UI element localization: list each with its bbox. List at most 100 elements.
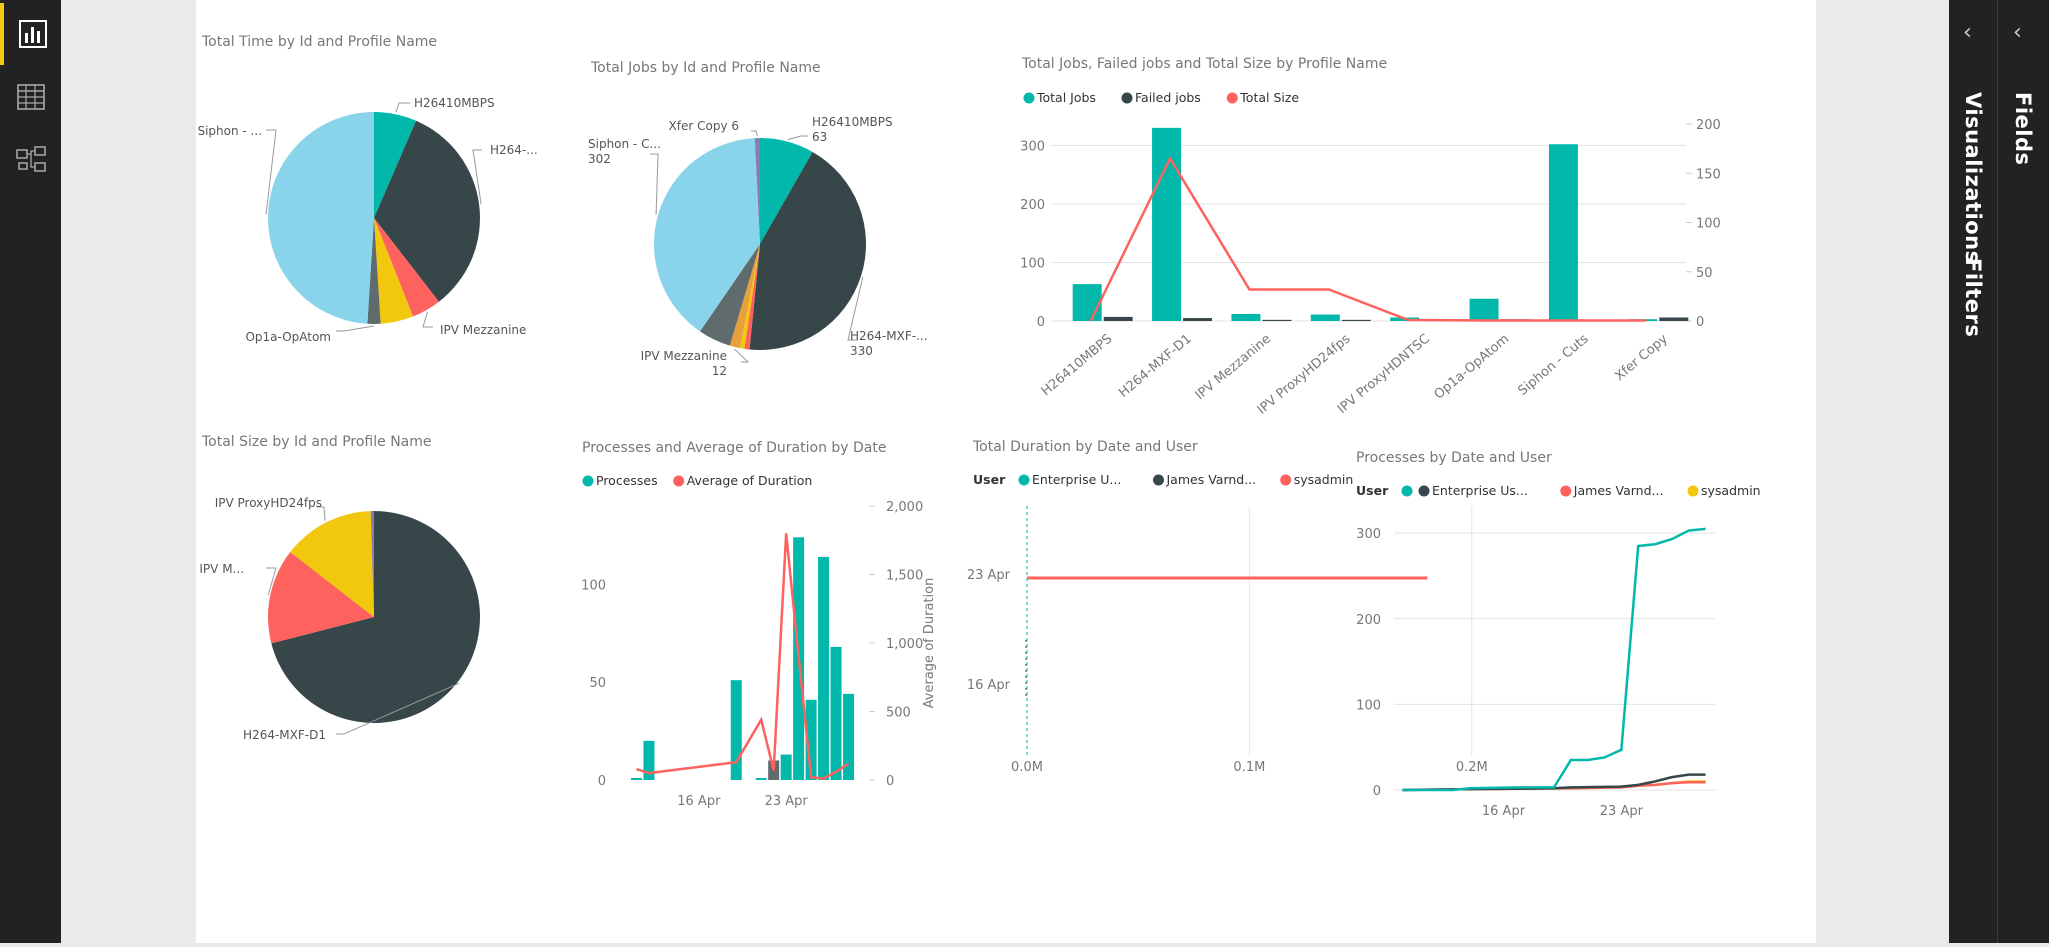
slice-value-label: 330 (850, 344, 873, 358)
bar (805, 699, 817, 780)
legend-marker (1121, 92, 1133, 104)
series-line (636, 533, 850, 780)
legend-label: James Varnd... (1573, 483, 1664, 498)
x-tick-label: H264-MXF-D1 (1116, 332, 1194, 401)
legend-marker (1023, 92, 1035, 104)
y-tick-label: 0 (1373, 784, 1381, 799)
pie-slice (370, 511, 374, 617)
bar (1103, 316, 1133, 321)
x-tick-label: 0.2M (1456, 760, 1488, 775)
visuals-layer: Total Time by Id and Profile Name H26410M… (197, 34, 1761, 819)
y2-tick-label: 1,500 (886, 569, 923, 584)
x-tick-label: 16 Apr (1482, 804, 1526, 819)
bar (1072, 284, 1102, 321)
leader-line (751, 130, 758, 137)
chart-duration-by-user: Total Duration by Date and User User Enter… (967, 439, 1488, 775)
pie-slice (290, 511, 374, 617)
y2-tick-label: 2,000 (886, 500, 923, 515)
bar (843, 693, 855, 780)
y-tick-label: 300 (1020, 139, 1045, 154)
chart-title: Total Jobs, Failed jobs and Total Size b… (1021, 56, 1387, 72)
chevron-left-icon[interactable]: ‹ (1963, 20, 1972, 45)
slice-label: Siphon - C... (588, 137, 661, 151)
bar (818, 556, 830, 780)
slice-value-label: 63 (812, 130, 827, 144)
y2-tick-label: 0 (886, 774, 894, 789)
pie-slice (268, 112, 374, 324)
right-panes: ‹ Visualizations Filters ‹ Fields (1949, 0, 2049, 943)
fields-label[interactable]: Fields (2011, 92, 2035, 166)
legend-title: User (973, 472, 1006, 487)
bar (755, 778, 767, 780)
slice-label: Op1a-OpAtom (245, 330, 331, 344)
pie-slice (729, 244, 760, 349)
pie-slice (374, 218, 414, 324)
visualizations-pane[interactable]: ‹ Visualizations Filters (1949, 0, 1998, 943)
chart-jobs-size-combo: Total Jobs, Failed jobs and Total Size b… (1020, 56, 1721, 418)
leader-line (266, 567, 277, 596)
chevron-left-icon[interactable]: ‹ (2013, 20, 2022, 45)
y-tick-label: 0 (598, 774, 606, 789)
legend-label: Enterprise U... (1032, 472, 1121, 487)
bar (1262, 319, 1292, 321)
x-tick-label: Xfer Copy (1612, 331, 1671, 384)
x-tick-label: 0.1M (1233, 760, 1265, 775)
relationships-view-button[interactable] (0, 129, 61, 191)
slice-label: Siphon - ... (197, 124, 262, 138)
bar (630, 778, 642, 780)
y2-tick-label: 500 (886, 706, 911, 721)
slice-value-label: 12 (712, 364, 727, 378)
slice-label: H26410MBPS (812, 115, 893, 129)
bar (730, 680, 742, 780)
legend-marker (1153, 474, 1164, 486)
y2-tick-label: 150 (1696, 167, 1721, 182)
slice-label: IPV M... (199, 562, 244, 576)
chart-processes-duration-combo: Processes and Average of Duration by Dat… (581, 440, 937, 809)
series-line (1402, 527, 1706, 792)
pie-slice (749, 151, 866, 350)
x-tick-label: 23 Apr (1600, 804, 1644, 819)
pie-slice (271, 511, 480, 724)
y-tick-label: 200 (1356, 613, 1381, 628)
bar (1341, 319, 1371, 321)
y2-tick-label: 100 (1696, 217, 1721, 232)
report-view-button[interactable] (0, 3, 61, 65)
bar (780, 754, 792, 780)
leader-line (472, 149, 482, 205)
chart-processes-by-user: Processes by Date and User User Enterprise… (1356, 450, 1761, 819)
filters-label[interactable]: Filters (1961, 258, 1985, 338)
leader-line (336, 682, 460, 735)
pie-slice (367, 218, 381, 325)
bar (1659, 317, 1689, 321)
chart-total-time-pie: Total Time by Id and Profile Name H26410M… (197, 34, 537, 344)
chart-title: Processes and Average of Duration by Dat… (582, 440, 886, 456)
x-tick-label: 16 Apr (677, 794, 721, 809)
series-line (1089, 155, 1647, 322)
pie-slice (754, 138, 760, 244)
y2-tick-label: 1,000 (886, 637, 923, 652)
leader-line (336, 325, 375, 332)
data-view-button[interactable] (0, 66, 61, 128)
y-tick-label: 0 (1037, 315, 1045, 330)
pie-slice (374, 218, 439, 317)
fields-pane[interactable]: ‹ Fields (1999, 0, 2047, 943)
bar (1310, 314, 1340, 321)
leader-line (650, 153, 659, 215)
pie-slice (744, 244, 760, 350)
pie-slice (374, 112, 417, 218)
bar (1231, 313, 1261, 321)
chart-title: Total Duration by Date and User (972, 439, 1198, 455)
y2-axis-label: Average of Duration (922, 578, 937, 709)
leader-line (395, 102, 410, 113)
chart-title: Total Time by Id and Profile Name (201, 34, 437, 50)
pie-slice (740, 244, 760, 349)
slice-value-label: 302 (588, 152, 611, 166)
x-tick-label: 23 Apr (765, 794, 809, 809)
left-nav (0, 0, 61, 943)
legend-label: James Varnd... (1166, 472, 1257, 487)
visualizations-label[interactable]: Visualizations (1961, 92, 1985, 264)
y-tick-label: 50 (589, 676, 606, 691)
x-tick-label: Siphon - Cuts (1515, 331, 1591, 398)
chart-title: Total Jobs by Id and Profile Name (590, 60, 821, 76)
pie-slice (268, 552, 374, 644)
